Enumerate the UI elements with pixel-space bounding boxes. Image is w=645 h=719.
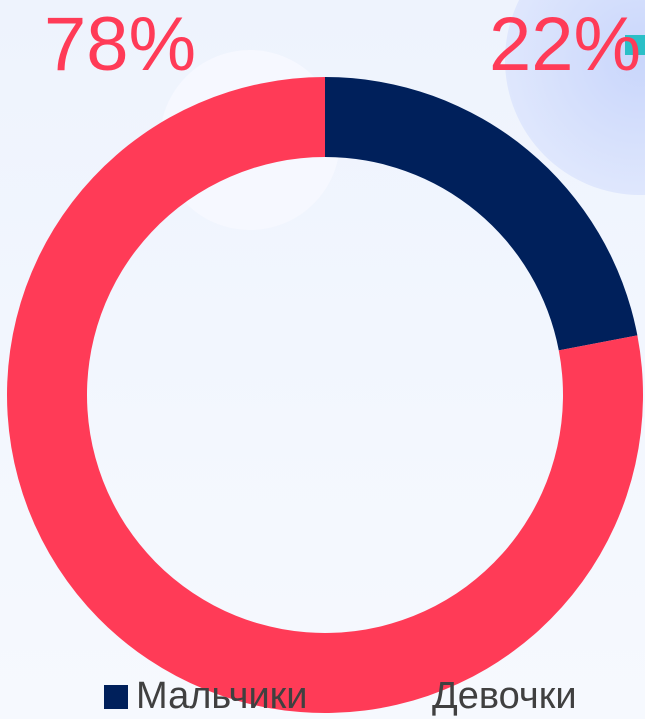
legend: Мальчики Девочки — [104, 675, 577, 717]
value-label: 78% — [44, 2, 196, 87]
slice — [325, 77, 638, 351]
labels: 22% 78% — [44, 2, 641, 87]
decor-circle — [505, 0, 645, 195]
legend-marker — [104, 685, 128, 709]
decor-square — [625, 35, 645, 55]
value-label: 22% — [489, 2, 641, 87]
legend-label: Мальчики — [136, 675, 308, 717]
donut — [7, 77, 644, 714]
legend-label: Девочки — [432, 675, 577, 717]
